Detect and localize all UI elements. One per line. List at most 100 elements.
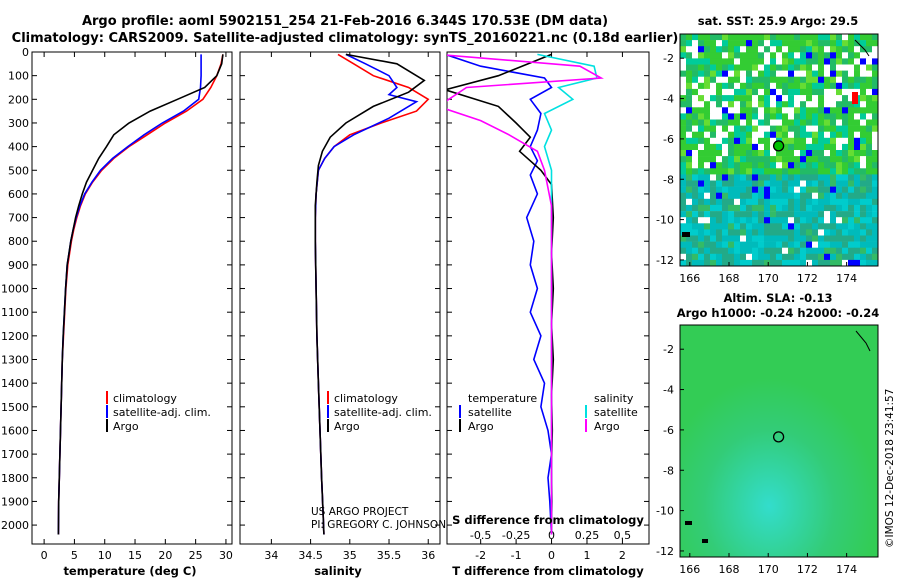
sst-map-cells bbox=[680, 34, 879, 267]
sst-cell bbox=[794, 180, 801, 187]
sst-cell bbox=[842, 82, 849, 90]
difference-depth-ticks bbox=[447, 51, 649, 526]
legend-s-satellite-label: satellite bbox=[594, 406, 638, 419]
sst-cell bbox=[764, 150, 771, 157]
sst-cell bbox=[854, 52, 861, 59]
sst-cell bbox=[806, 70, 813, 78]
sst-cell bbox=[746, 150, 753, 157]
sst-cell bbox=[866, 64, 873, 71]
sst-cell bbox=[848, 88, 855, 96]
sst-cell bbox=[860, 88, 867, 96]
sst-cell bbox=[812, 162, 819, 169]
sst-cell bbox=[860, 64, 867, 71]
sst-cell bbox=[800, 70, 807, 78]
sst-cell bbox=[782, 70, 789, 78]
sst-cell bbox=[716, 217, 723, 224]
sst-cell bbox=[746, 119, 753, 126]
sst-cell bbox=[710, 52, 717, 59]
sst-cell bbox=[836, 211, 843, 218]
sst-cell bbox=[752, 180, 759, 187]
sst-cell bbox=[728, 101, 735, 108]
sst-cell bbox=[818, 58, 825, 65]
sst-cell bbox=[854, 107, 861, 114]
lon-tick-label: 170 bbox=[758, 272, 779, 285]
sst-cell bbox=[722, 113, 729, 120]
sst-cell bbox=[848, 76, 855, 84]
sst-cell bbox=[800, 82, 807, 90]
sst-cell bbox=[722, 34, 729, 41]
sst-cell bbox=[842, 211, 849, 218]
sst-cell bbox=[776, 131, 783, 139]
sst-cell bbox=[866, 174, 873, 181]
sst-cell bbox=[818, 52, 825, 59]
lon-tick-label: 174 bbox=[836, 272, 857, 285]
lat-tick-label: -6 bbox=[663, 424, 674, 437]
sst-cell bbox=[692, 247, 699, 255]
sst-cell bbox=[818, 125, 825, 133]
lon-tick-label: 174 bbox=[836, 563, 857, 576]
sst-cell bbox=[806, 95, 813, 102]
sst-cell bbox=[758, 52, 765, 59]
sst-cell bbox=[842, 143, 849, 151]
sst-cell bbox=[716, 180, 723, 187]
sst-cell bbox=[770, 137, 777, 145]
sst-cell bbox=[686, 107, 693, 114]
sst-cell bbox=[782, 204, 789, 212]
sst-cell bbox=[698, 82, 705, 90]
sst-cell bbox=[848, 52, 855, 59]
sst-cell bbox=[692, 64, 699, 71]
sst-cell bbox=[698, 70, 705, 78]
sst-cell bbox=[812, 223, 819, 230]
sst-cell bbox=[788, 235, 795, 242]
sst-cell bbox=[734, 247, 741, 255]
x-tick-label: 0 bbox=[548, 549, 555, 562]
sst-cell bbox=[860, 119, 867, 126]
sst-cell bbox=[842, 34, 849, 41]
salinity-legend: climatology satellite-adj. clim. Argo bbox=[327, 391, 432, 433]
sst-cell bbox=[824, 192, 831, 200]
sst-cell bbox=[836, 162, 843, 169]
sst-cell bbox=[680, 223, 687, 230]
sst-cell bbox=[812, 174, 819, 181]
sst-cell bbox=[782, 76, 789, 84]
sst-cell bbox=[824, 259, 831, 267]
sst-cell bbox=[692, 217, 699, 224]
sst-cell bbox=[812, 101, 819, 108]
sst-cell bbox=[746, 241, 753, 249]
sst-cell bbox=[848, 137, 855, 145]
sst-cell bbox=[836, 253, 843, 261]
sst-cell bbox=[836, 125, 843, 133]
sst-cell bbox=[836, 70, 843, 78]
sst-cell bbox=[704, 101, 711, 108]
sst-cell bbox=[872, 204, 879, 212]
sst-cell bbox=[818, 76, 825, 84]
sst-cell bbox=[800, 131, 807, 139]
sst-cell bbox=[842, 40, 849, 47]
sst-cell bbox=[686, 40, 693, 47]
sst-cell bbox=[698, 229, 705, 236]
sst-cell bbox=[842, 125, 849, 133]
sst-cell bbox=[788, 95, 795, 102]
sst-cell bbox=[728, 119, 735, 126]
sst-cell bbox=[854, 137, 861, 145]
sst-cell bbox=[854, 217, 861, 224]
sst-cell bbox=[824, 52, 831, 59]
depth-tick-label: 1400 bbox=[1, 377, 29, 390]
sst-cell bbox=[758, 137, 765, 145]
sst-cell bbox=[722, 88, 729, 96]
x-tick-label: 0 bbox=[41, 549, 48, 562]
x-tick-label: 1 bbox=[583, 549, 590, 562]
sst-cell bbox=[854, 113, 861, 120]
sst-cell bbox=[722, 82, 729, 90]
sst-cell bbox=[764, 95, 771, 102]
sst-cell bbox=[734, 259, 741, 267]
sst-cell bbox=[782, 101, 789, 108]
sst-cell bbox=[824, 82, 831, 90]
sst-cell bbox=[692, 162, 699, 169]
series-line-s-satellite bbox=[537, 53, 598, 535]
sst-cell bbox=[728, 107, 735, 114]
sst-cell bbox=[818, 119, 825, 126]
sst-cell bbox=[710, 156, 717, 163]
sst-cell bbox=[764, 70, 771, 78]
sst-cell bbox=[842, 241, 849, 249]
